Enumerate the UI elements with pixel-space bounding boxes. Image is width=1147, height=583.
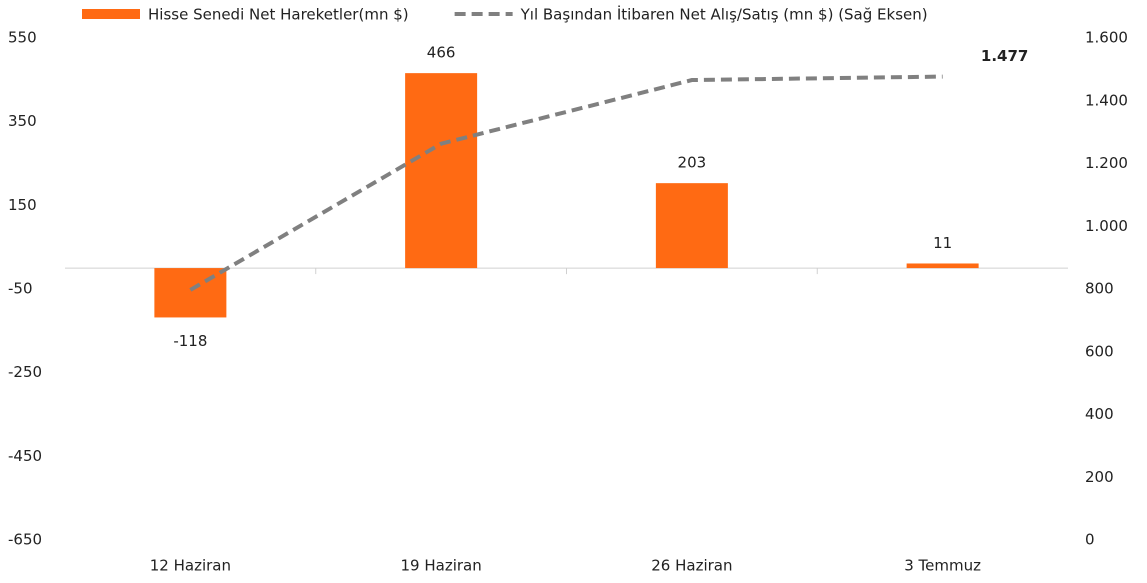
bar (906, 263, 979, 269)
y2-tick-label: 1.600 (1085, 29, 1128, 47)
line (189, 74, 943, 292)
y-tick-label: -50 (8, 280, 33, 298)
bar (405, 73, 478, 269)
y-tick-label: -450 (8, 447, 42, 465)
y2-tick-label: 400 (1085, 405, 1114, 423)
bar (154, 268, 227, 318)
x-tick-label: 19 Haziran (401, 557, 482, 575)
data-label: 11 (933, 234, 952, 252)
y-tick-label: 550 (8, 29, 37, 47)
data-label: 466 (427, 44, 456, 62)
y-tick-label: 350 (8, 112, 37, 130)
data-label: -118 (173, 332, 207, 350)
y2-tick-label: 200 (1085, 468, 1114, 486)
legend-label: Yıl Başından İtibaren Net Alış/Satış (mn… (520, 5, 928, 24)
y-tick-label: 150 (8, 196, 37, 214)
y2-tick-label: 1.400 (1085, 91, 1128, 109)
bar (655, 183, 728, 269)
legend-label: Hisse Senedi Net Hareketler(mn $) (148, 6, 409, 24)
y-tick-label: -250 (8, 363, 42, 381)
legend-swatch (82, 9, 140, 19)
x-tick-label: 12 Haziran (150, 557, 231, 575)
y2-tick-label: 800 (1085, 280, 1114, 298)
y2-tick-label: 1.200 (1085, 154, 1128, 172)
y2-tick-label: 1.000 (1085, 217, 1128, 235)
data-label: 203 (678, 154, 707, 172)
data-label: 1.477 (981, 47, 1028, 65)
y2-tick-label: 0 (1085, 531, 1095, 549)
y2-tick-label: 600 (1085, 342, 1114, 360)
y-tick-label: -650 (8, 531, 42, 549)
x-tick-label: 3 Temmuz (904, 557, 981, 575)
x-tick-label: 26 Haziran (651, 557, 732, 575)
